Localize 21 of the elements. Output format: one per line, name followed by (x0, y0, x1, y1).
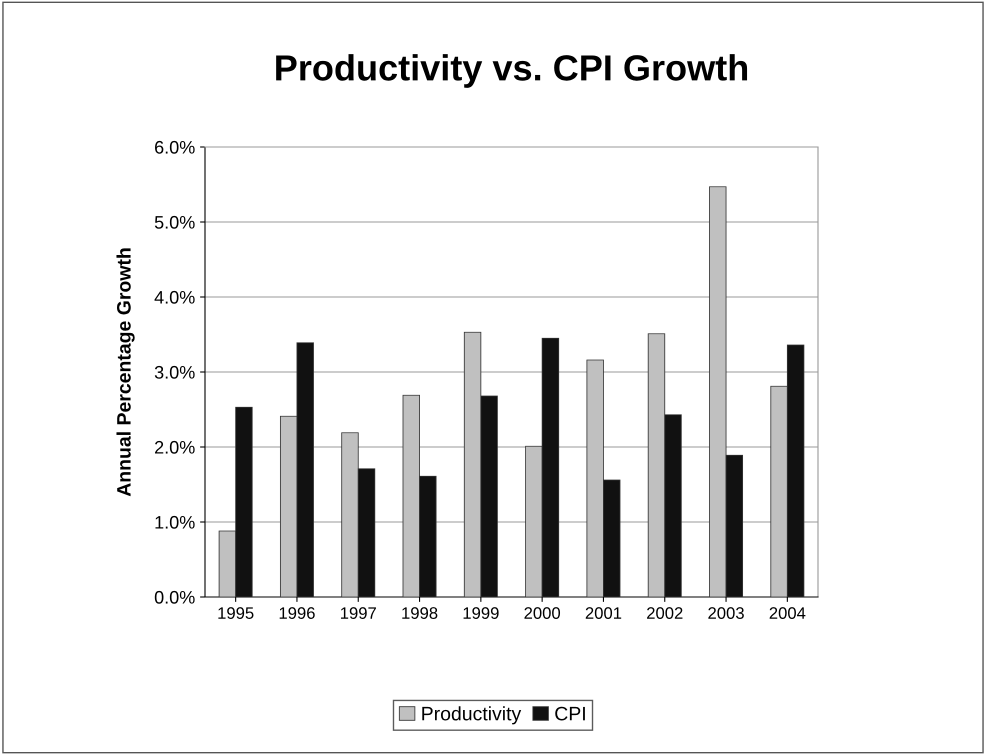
y-tick-label: 0.0% (154, 590, 195, 604)
y-tick-label: 1.0% (156, 516, 195, 529)
y-tick-label: 5.0% (154, 216, 195, 229)
legend-label: Productivity (422, 706, 522, 724)
y-tick-label: 6.0% (155, 140, 195, 154)
y-tick-label: 3.0% (154, 366, 195, 379)
x-tick-label: 2000 (524, 607, 560, 619)
x-tick-label: 2004 (770, 607, 806, 619)
x-tick-label: 1998 (402, 607, 438, 619)
y-axis-title: Annual Percentage Growth (116, 248, 135, 496)
y-tick-label: 4.0% (154, 290, 195, 304)
chart-title: Productivity vs. CPI Growth (276, 54, 748, 88)
x-tick-label: 1996 (280, 607, 315, 619)
legend-label: CPI (555, 706, 585, 720)
x-tick-label: 1997 (340, 607, 376, 619)
x-tick-label: 1995 (218, 607, 254, 619)
x-tick-label: 2003 (708, 607, 744, 619)
x-tick-label: 2002 (647, 607, 682, 619)
y-tick-label: 2.0% (155, 440, 195, 454)
x-tick-label: 1999 (464, 607, 499, 619)
x-tick-label: 2001 (586, 607, 622, 619)
